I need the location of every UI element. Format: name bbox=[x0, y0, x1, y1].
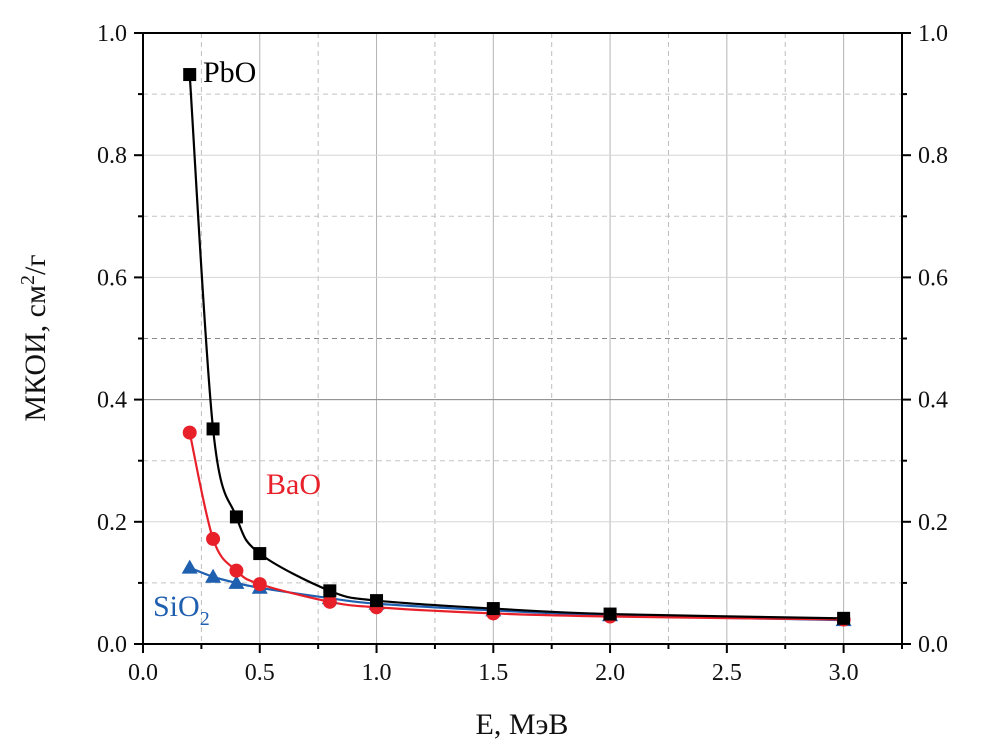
y-left-tick-label: 0.8 bbox=[97, 143, 127, 169]
data-point-pbo bbox=[229, 510, 243, 524]
data-point-bao bbox=[182, 425, 197, 440]
y-right-tick-label: 1.0 bbox=[918, 21, 948, 47]
y-right-tick-label: 0.6 bbox=[918, 265, 948, 291]
data-point-bao bbox=[322, 594, 337, 609]
data-point-pbo bbox=[603, 607, 617, 621]
x-tick-label: 1.0 bbox=[362, 660, 392, 686]
data-point-bao bbox=[252, 577, 267, 592]
tick-labels: 0.0 0.5 1.0 1.5 2.0 2.5 3.0 0.0 0.2 0.4 0.6 0.8 1.0 0… bbox=[97, 21, 948, 686]
x-tick-label: 1.5 bbox=[478, 660, 508, 686]
data-point-sio2 bbox=[181, 559, 198, 574]
data-point-pbo bbox=[253, 547, 267, 561]
y-left-tick-label: 0.4 bbox=[97, 388, 127, 414]
data-point-pbo bbox=[323, 584, 337, 598]
x-tick-label: 3.0 bbox=[829, 660, 859, 686]
x-tick-label: 0.0 bbox=[128, 660, 158, 686]
data-point-pbo bbox=[837, 611, 851, 625]
x-tick-label: 2.5 bbox=[712, 660, 742, 686]
y-left-tick-label: 1.0 bbox=[97, 21, 127, 47]
y-right-tick-label: 0.4 bbox=[918, 388, 948, 414]
series-markers bbox=[181, 68, 852, 627]
y-axis-title-main: МКОИ, см bbox=[19, 285, 52, 422]
series-label-sio2: SiO2 bbox=[153, 590, 210, 630]
data-point-pbo bbox=[183, 68, 197, 82]
series-line-bao bbox=[188, 432, 844, 621]
series-label-bao: BaO bbox=[266, 468, 321, 501]
data-point-bao bbox=[206, 531, 221, 546]
data-point-sio2 bbox=[205, 568, 222, 583]
y-left-tick-label: 0.2 bbox=[97, 510, 127, 536]
y-axis-title: МКОИ, см2/г bbox=[17, 254, 52, 421]
y-axis-title-tail: /г bbox=[19, 254, 52, 275]
series-label-sio2-sub: 2 bbox=[200, 608, 210, 630]
data-point-pbo bbox=[486, 602, 500, 616]
x-tick-label: 2.0 bbox=[595, 660, 625, 686]
x-axis-title: E, МэВ bbox=[476, 708, 569, 741]
series-label-sio2-main: SiO bbox=[153, 590, 200, 623]
y-right-tick-label: 0.8 bbox=[918, 143, 948, 169]
y-axis-title-sup: 2 bbox=[17, 275, 39, 285]
data-point-bao bbox=[229, 563, 244, 578]
axis-ticks bbox=[134, 32, 911, 653]
x-tick-label: 0.5 bbox=[245, 660, 275, 686]
y-left-tick-label: 0.6 bbox=[97, 265, 127, 291]
data-point-pbo bbox=[206, 422, 220, 436]
data-point-pbo bbox=[370, 594, 384, 608]
y-right-tick-label: 0.0 bbox=[918, 632, 948, 658]
y-left-tick-label: 0.0 bbox=[97, 632, 127, 658]
grid bbox=[143, 33, 902, 644]
series-label-pbo: PbO bbox=[203, 56, 256, 89]
y-right-tick-label: 0.2 bbox=[918, 510, 948, 536]
data-point-sio2 bbox=[228, 574, 245, 589]
